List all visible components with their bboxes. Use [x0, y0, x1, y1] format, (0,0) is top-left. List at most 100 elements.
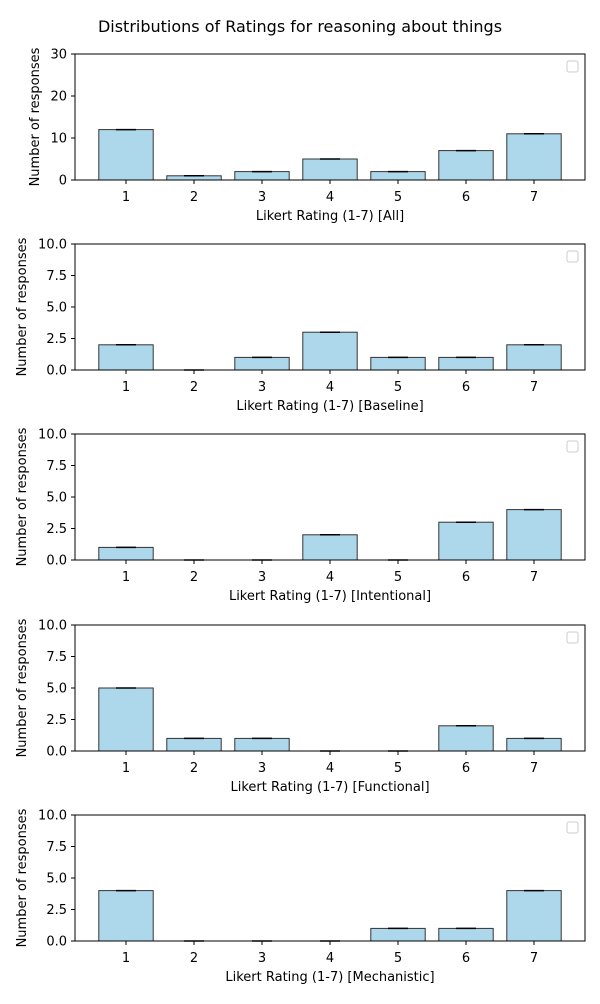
panel-5-y-tick-label-2.5: 2.5 [46, 903, 67, 918]
panel-2-x-tick-label-6: 6 [462, 380, 470, 395]
panel-2-y-tick-label-7.5: 7.5 [46, 269, 67, 284]
panel-4-y-tick-label-10.0: 10.0 [38, 619, 67, 634]
panel-2-x-tick-label-7: 7 [530, 380, 538, 395]
panel-2-y-tick-label-0.0: 0.0 [46, 364, 67, 379]
panel-1-bar-6 [438, 150, 494, 181]
panel-3-bar-1 [98, 546, 154, 561]
panel-3-y-tick-label-5.0: 5.0 [46, 491, 67, 506]
panel-4-bar-2 [166, 737, 222, 752]
panel-5-x-tick-label-1: 1 [122, 951, 130, 966]
panel-5-x-axis-label: Likert Rating (1-7) [Mechanistic] [225, 970, 434, 985]
panel-3-x-tick-label-1: 1 [122, 570, 130, 585]
panel-1-bar-3 [234, 171, 290, 181]
panel-3-x-tick-label-5: 5 [394, 570, 402, 585]
panel-5-legend-box [566, 821, 579, 834]
panel-1-bar-1 [98, 129, 154, 181]
panel-4-y-tick-label-0.0: 0.0 [46, 745, 67, 760]
panel-3-y-tick-label-7.5: 7.5 [46, 459, 67, 474]
panel-4-bar-6 [438, 725, 494, 752]
panel-2-x-tick-label-5: 5 [394, 380, 402, 395]
panel-5-bar-6 [438, 927, 494, 942]
panel-1-y-tick-label-10: 10 [50, 132, 67, 147]
panel-2-y-tick-label-5.0: 5.0 [46, 301, 67, 316]
panel-5-x-tick-label-5: 5 [394, 951, 402, 966]
panel-4-x-tick-label-6: 6 [462, 761, 470, 776]
panel-1-bar-5 [370, 171, 426, 181]
panel-4-bar-3 [234, 737, 290, 752]
panel-2-x-tick-label-2: 2 [190, 380, 198, 395]
panel-2-bar-4 [302, 331, 358, 371]
panel-3-x-tick-label-3: 3 [258, 570, 266, 585]
panel-5-y-tick-label-7.5: 7.5 [46, 840, 67, 855]
figure-title: Distributions of Ratings for reasoning a… [97, 17, 503, 36]
panel-5-x-tick-label-7: 7 [530, 951, 538, 966]
panel-4-bar-1 [98, 687, 154, 752]
panel-5-y-tick-label-5.0: 5.0 [46, 872, 67, 887]
panel-2-y-tick-label-2.5: 2.5 [46, 332, 67, 347]
panel-1-x-axis-label: Likert Rating (1-7) [All] [256, 209, 404, 224]
panel-4-y-tick-label-7.5: 7.5 [46, 650, 67, 665]
panel-2-bar-3 [234, 356, 290, 371]
panel-4-x-axis-label: Likert Rating (1-7) [Functional] [230, 780, 429, 795]
panel-1-y-axis-label: Number of responses [28, 47, 43, 186]
panel-2-x-tick-label-3: 3 [258, 380, 266, 395]
panel-2-bar-6 [438, 356, 494, 371]
panel-5-y-axis-label: Number of responses [15, 808, 30, 947]
panel-2-bar-5 [370, 356, 426, 371]
panel-4-x-tick-label-7: 7 [530, 761, 538, 776]
panel-5-bar-1 [98, 890, 154, 942]
panel-5-bar-7 [506, 890, 562, 942]
panel-5-bar-5 [370, 927, 426, 942]
panel-3-legend-box [566, 440, 579, 453]
panel-4-x-tick-label-2: 2 [190, 761, 198, 776]
panel-1-legend-box [566, 60, 579, 73]
panel-4-x-tick-label-4: 4 [326, 761, 334, 776]
panel-3-bar-4 [302, 534, 358, 561]
panel-1-x-tick-label-1: 1 [122, 190, 130, 205]
panel-1-x-tick-label-3: 3 [258, 190, 266, 205]
panel-3-bar-7 [506, 509, 562, 561]
panel-2-y-axis-label: Number of responses [15, 237, 30, 376]
panel-1-x-tick-label-4: 4 [326, 190, 334, 205]
panel-5-y-tick-label-0.0: 0.0 [46, 935, 67, 950]
panel-3-x-tick-label-6: 6 [462, 570, 470, 585]
panel-3-y-tick-label-10.0: 10.0 [38, 428, 67, 443]
panel-2-bar-1 [98, 344, 154, 371]
panel-1-y-tick-label-20: 20 [50, 90, 67, 105]
panel-3-x-tick-label-4: 4 [326, 570, 334, 585]
panel-5-x-tick-label-3: 3 [258, 951, 266, 966]
panel-2-x-tick-label-4: 4 [326, 380, 334, 395]
panel-3-y-tick-label-0.0: 0.0 [46, 554, 67, 569]
panel-3-bar-6 [438, 521, 494, 561]
panel-4-y-tick-label-2.5: 2.5 [46, 713, 67, 728]
panel-1-x-tick-label-7: 7 [530, 190, 538, 205]
panel-4-legend-box [566, 631, 579, 644]
panel-1-y-tick-label-0: 0 [59, 174, 67, 189]
panel-4-x-tick-label-5: 5 [394, 761, 402, 776]
panel-3-x-tick-label-7: 7 [530, 570, 538, 585]
panel-5-x-tick-label-4: 4 [326, 951, 334, 966]
panel-5-x-tick-label-2: 2 [190, 951, 198, 966]
panel-2-x-axis-label: Likert Rating (1-7) [Baseline] [236, 399, 423, 414]
panel-4-y-axis-label: Number of responses [15, 618, 30, 757]
panel-4-x-tick-label-3: 3 [258, 761, 266, 776]
panel-1-x-tick-label-6: 6 [462, 190, 470, 205]
panel-1-y-tick-label-30: 30 [50, 48, 67, 63]
panel-4-bar-7 [506, 737, 562, 752]
panel-2-y-tick-label-10.0: 10.0 [38, 238, 67, 253]
panel-1-x-tick-label-2: 2 [190, 190, 198, 205]
panel-1-bar-7 [506, 133, 562, 181]
panel-2-x-tick-label-1: 1 [122, 380, 130, 395]
panel-3-x-tick-label-2: 2 [190, 570, 198, 585]
panel-3-y-tick-label-2.5: 2.5 [46, 522, 67, 537]
panel-4-y-tick-label-5.0: 5.0 [46, 682, 67, 697]
panel-4-x-tick-label-1: 1 [122, 761, 130, 776]
panel-5-x-tick-label-6: 6 [462, 951, 470, 966]
panel-5-y-tick-label-10.0: 10.0 [38, 809, 67, 824]
panel-1-bar-4 [302, 158, 358, 181]
panel-2-bar-7 [506, 344, 562, 371]
panel-2-legend-box [566, 250, 579, 263]
panel-1-x-tick-label-5: 5 [394, 190, 402, 205]
